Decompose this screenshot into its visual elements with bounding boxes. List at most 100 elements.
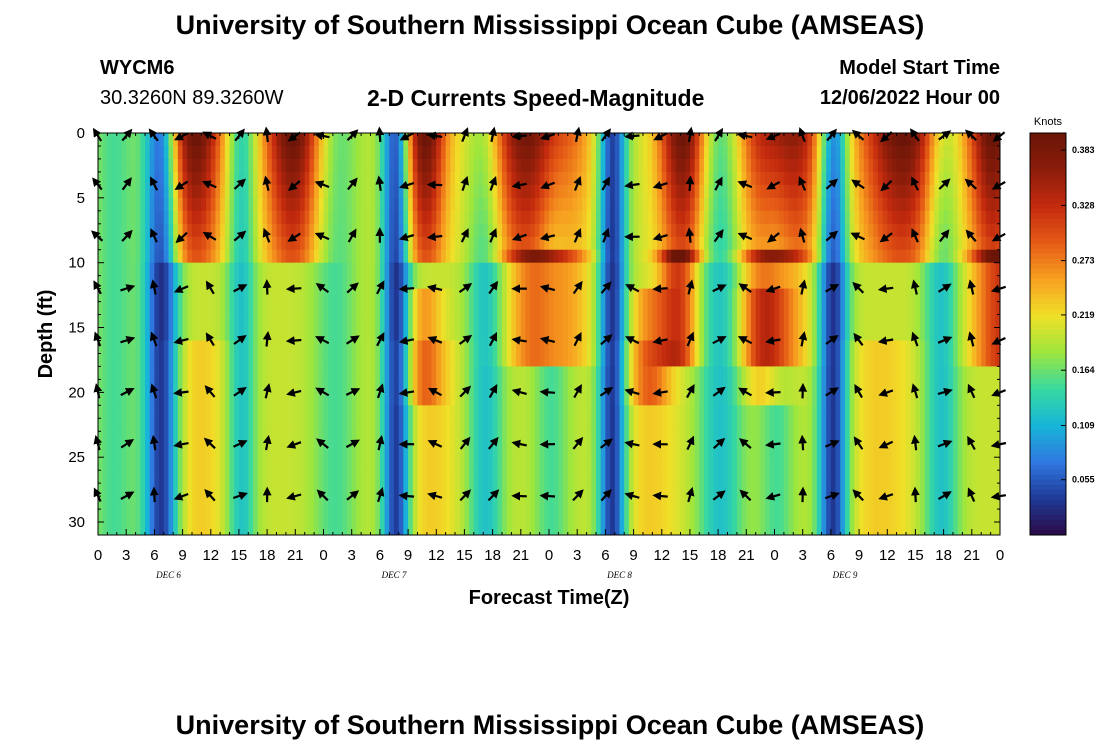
heatmap-cell [840,158,846,173]
heatmap-cell [351,210,357,225]
heatmap-cell [130,366,136,380]
heatmap-cell [318,392,324,406]
heatmap-cell [755,197,761,212]
heatmap-cell [704,171,710,186]
heatmap-cell [431,301,437,315]
heatmap-cell [516,288,522,302]
heatmap-cell [506,171,512,186]
heatmap-cell [647,340,653,354]
heatmap-cell [234,405,240,419]
heatmap-cell [379,496,385,510]
heatmap-cell [187,340,193,354]
heatmap-cell [426,158,432,173]
heatmap-cell [116,133,122,147]
heatmap-cell [121,249,127,264]
heatmap-cell [525,262,531,277]
heatmap-cell [243,496,249,510]
heatmap-cell [98,249,104,264]
heatmap-cell [191,418,198,432]
heatmap-cell [328,379,334,393]
heatmap-cell [844,405,851,419]
heatmap-cell [135,210,141,225]
heatmap-cell [633,340,639,354]
heatmap-cell [262,353,268,367]
heatmap-cell [774,431,780,445]
heatmap-cell [159,197,165,212]
heatmap-cell [802,418,808,432]
heatmap-cell [375,301,381,315]
heatmap-cell [248,275,254,290]
heatmap-cell [704,366,710,380]
heatmap-cell [417,158,423,173]
heatmap-cell [732,133,738,147]
heatmap-cell [351,133,357,147]
heatmap-cell [159,236,165,251]
heatmap-cell [375,366,381,380]
heatmap-cell [473,353,479,367]
heatmap-cell [732,197,738,212]
heatmap-cell [685,353,691,367]
heatmap-cell [844,340,851,354]
heatmap-cell [736,223,743,238]
heatmap-cell [191,236,198,251]
heatmap-cell [638,418,644,432]
heatmap-cell [398,171,404,186]
heatmap-cell [826,366,832,380]
heatmap-cell [520,366,526,380]
heatmap-cell [314,223,320,238]
heatmap-cell [666,353,672,367]
heatmap-cell [699,262,705,277]
heatmap-cell [215,366,221,380]
heatmap-cell [309,133,315,147]
heatmap-cell [281,301,287,315]
heatmap-cell [224,223,230,238]
heatmap-cell [243,275,249,290]
heatmap-cell [248,223,254,238]
heatmap-cell [267,470,273,484]
heatmap-cell [821,509,827,523]
heatmap-cell [765,444,771,458]
heatmap-cell [332,470,338,484]
heatmap-cell [511,275,517,290]
heatmap-cell [783,275,789,290]
heatmap-cell [440,171,447,186]
heatmap-cell [440,197,447,212]
heatmap-cell [459,210,465,225]
heatmap-cell [163,509,169,523]
heatmap-cell [511,509,517,523]
heatmap-cell [328,522,334,536]
heatmap-cell [379,184,385,199]
heatmap-cell [135,509,141,523]
heatmap-cell [112,249,118,264]
heatmap-cell [520,197,526,212]
heatmap-cell [666,314,672,328]
heatmap-cell [144,405,151,419]
heatmap-cell [304,145,310,160]
heatmap-cell [685,145,691,160]
heatmap-cell [224,470,230,484]
heatmap-cell [389,184,395,199]
heatmap-cell [440,418,447,432]
heatmap-cell [577,444,583,458]
heatmap-cell [314,366,320,380]
heatmap-cell [342,366,348,380]
heatmap-cell [337,158,343,173]
heatmap-cell [628,392,634,406]
heatmap-cell [520,133,526,147]
heatmap-cell [210,184,216,199]
heatmap-cell [356,133,362,147]
heatmap-cell [389,275,395,290]
heatmap-cell [102,158,108,173]
heatmap-cell [238,522,245,536]
heatmap-cell [398,522,404,536]
heatmap-cell [581,457,587,471]
heatmap-cell [755,158,761,173]
heatmap-cell [483,158,489,173]
heatmap-cell [657,171,663,186]
heatmap-cell [506,405,512,419]
heatmap-cell [328,314,334,328]
heatmap-cell [751,262,757,277]
heatmap-cell [440,327,447,341]
heatmap-cell [271,301,277,315]
heatmap-cell [708,158,714,173]
